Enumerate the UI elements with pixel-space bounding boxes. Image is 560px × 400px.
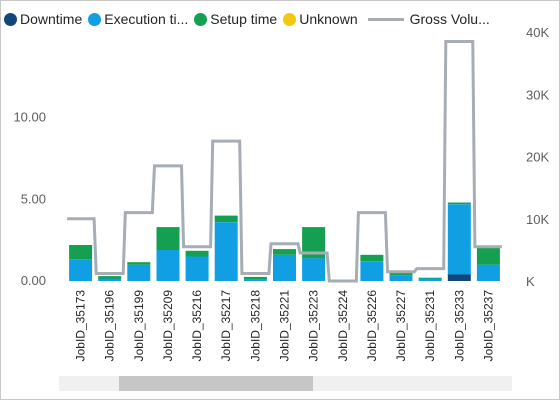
legend-label-setup-time: Setup time <box>210 11 278 27</box>
bar-segment <box>273 254 296 281</box>
legend-marker-gross-volume <box>367 17 404 21</box>
bar-segment <box>302 227 326 259</box>
x-category-label: JobID_35227 <box>394 290 408 362</box>
bar-segment <box>476 246 500 265</box>
bar-segment <box>185 250 209 257</box>
y2-tick-label: K <box>526 274 535 289</box>
bar-segment <box>360 261 384 281</box>
x-category-label: JobID_35237 <box>481 290 495 362</box>
legend-label-unknown: Unknown <box>299 11 358 27</box>
x-category-label: JobID_35223 <box>307 290 321 362</box>
y2-tick-label: 10K <box>526 212 549 227</box>
y-tick-label: 5.00 <box>21 191 46 206</box>
x-category-label: JobID_35224 <box>336 290 350 362</box>
bar-segment <box>360 254 384 262</box>
legend-label-downtime: Downtime <box>20 11 83 27</box>
bar-segment <box>273 249 296 255</box>
y-tick-label: 0.00 <box>21 273 46 288</box>
bar-segment <box>214 215 238 223</box>
bar-segment <box>98 278 122 281</box>
bar-segment <box>214 222 238 281</box>
bar-segment <box>156 227 180 250</box>
bar-segment <box>476 264 500 281</box>
bar-segment <box>302 258 326 281</box>
bar-segment <box>127 264 151 281</box>
x-category-label: JobID_35218 <box>248 290 262 362</box>
bar-segment <box>418 277 442 279</box>
bar-segment <box>447 274 471 281</box>
x-category-label: JobID_35209 <box>161 290 175 362</box>
x-category-label: JobID_35233 <box>452 290 466 362</box>
y2-tick-label: 30K <box>526 87 549 102</box>
legend-marker-unknown <box>283 12 297 26</box>
bar-segment <box>69 259 93 282</box>
legend-item-gross-volume[interactable]: Gross Volu... <box>364 11 490 27</box>
bar-segment <box>156 249 180 281</box>
legend-marker-downtime <box>4 12 17 26</box>
bar-segment <box>389 275 413 281</box>
x-category-label: JobID_35199 <box>132 290 146 362</box>
horizontal-scrollbar[interactable] <box>59 376 512 391</box>
legend-label-execution-time: Execution ti... <box>104 11 189 27</box>
bar-segment <box>418 278 442 281</box>
legend-marker-execution-time <box>88 12 102 26</box>
x-category-label: JobID_35226 <box>365 290 379 362</box>
x-category-label: JobID_35196 <box>103 290 117 362</box>
bar-segment <box>243 279 267 281</box>
legend-item-execution-time[interactable]: Execution ti... <box>88 11 188 27</box>
y2-tick-label: 20K <box>526 150 549 165</box>
legend-item-downtime[interactable]: Downtime <box>4 11 82 27</box>
y2-tick-label: 40K <box>526 25 549 40</box>
scrollbar-thumb[interactable] <box>119 376 313 391</box>
bar-segment <box>98 276 122 279</box>
x-category-label: JobID_35221 <box>278 290 292 362</box>
legend: Downtime Execution ti... Setup time Unkn… <box>4 9 496 29</box>
bar-segment <box>185 256 209 281</box>
legend-marker-setup-time <box>194 12 208 26</box>
bar-segment <box>447 202 471 205</box>
x-category-label: JobID_35217 <box>219 290 233 362</box>
bar-segment <box>69 245 93 260</box>
x-category-label: JobID_35173 <box>74 290 88 362</box>
x-category-label: JobID_35231 <box>423 290 437 362</box>
bar-segment <box>447 204 471 275</box>
x-category-label: JobID_35216 <box>190 290 204 362</box>
legend-item-setup-time[interactable]: Setup time <box>194 11 277 27</box>
y-tick-label: 10.00 <box>13 110 46 125</box>
bar-segment <box>243 276 267 280</box>
bar-segment <box>389 272 413 276</box>
bar-segment <box>127 262 151 265</box>
legend-item-unknown[interactable]: Unknown <box>283 11 358 27</box>
legend-label-gross-volume: Gross Volu... <box>409 11 490 27</box>
gross-volume-line <box>67 40 502 283</box>
